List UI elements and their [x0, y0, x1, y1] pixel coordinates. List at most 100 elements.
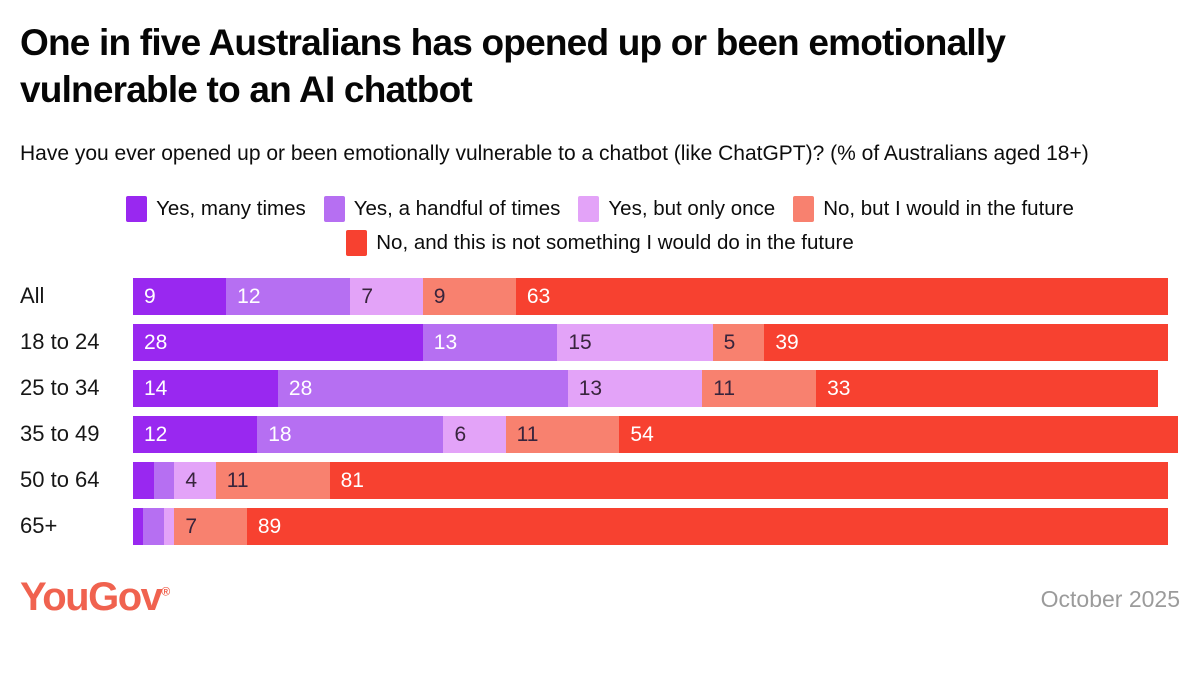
- bar-value: 12: [237, 284, 261, 308]
- bar-value: 7: [185, 514, 198, 538]
- chart-row: 18 to 24 28 13 15 5 39: [20, 323, 1180, 361]
- bar-track: 12 18 6 11 54: [133, 415, 1179, 453]
- bar-value: 14: [144, 376, 168, 400]
- legend-swatch-icon: [346, 229, 368, 256]
- legend-item: Yes, but only once: [578, 195, 776, 222]
- bar-segment: 6: [443, 415, 506, 453]
- bar-segment: 63: [515, 277, 1168, 315]
- bar-value: 11: [226, 468, 249, 492]
- legend-label: No, but I would in the future: [823, 196, 1074, 220]
- bar-segment: 12: [226, 277, 351, 315]
- bar-segment: 54: [619, 415, 1179, 453]
- row-label: 35 to 49: [20, 421, 100, 447]
- bar-track: 28 13 15 5 39: [133, 323, 1168, 361]
- bar-value: 13: [578, 376, 603, 400]
- bar-segment: 81: [329, 461, 1168, 499]
- bar-value: 28: [288, 376, 313, 400]
- bar-value: 5: [723, 330, 736, 354]
- chart-footer: YouGov® October 2025: [20, 577, 1180, 617]
- bar-segment: 13: [422, 323, 558, 361]
- bar-segment: 13: [567, 369, 703, 407]
- bar-value: 54: [630, 422, 654, 446]
- legend-label: Yes, but only once: [608, 196, 776, 220]
- chart-row: 25 to 34 14 28 13 11 33: [20, 369, 1180, 407]
- stacked-bar-chart: All 9 12 7 9 63 18 to 24 28 13 15 5 39 25 to 34 14 28 1…: [20, 277, 1180, 545]
- bar-value: 28: [144, 330, 168, 354]
- legend-item: No, and this is not something I would do…: [346, 229, 854, 256]
- legend-line: No, and this is not something I would do…: [20, 229, 1180, 256]
- bar-segment: 28: [133, 323, 423, 361]
- bar-segment: [153, 461, 175, 499]
- legend-swatch-icon: [126, 195, 148, 222]
- bar-track: 9 12 7 9 63: [133, 277, 1168, 315]
- bar-value: 13: [433, 330, 458, 354]
- bar-segment: 89: [246, 507, 1168, 545]
- bar-value: 39: [775, 330, 799, 354]
- bar-segment: 15: [557, 323, 713, 361]
- legend: Yes, many times Yes, a handful of times Ye…: [20, 195, 1180, 256]
- page-title: One in five Australians has opened up or…: [20, 22, 1006, 110]
- bar-segment: 18: [257, 415, 444, 453]
- bar-segment: [164, 507, 175, 545]
- bar-value: 9: [144, 284, 156, 308]
- row-label: 18 to 24: [20, 329, 100, 355]
- bar-segment: 7: [174, 507, 247, 545]
- legend-swatch-icon: [793, 195, 815, 222]
- bar-segment: 14: [133, 369, 278, 407]
- bar-segment: 11: [215, 461, 330, 499]
- bar-track: 7 89: [133, 507, 1168, 545]
- bar-track: 4 11 81: [133, 461, 1168, 499]
- chart-row: 50 to 64 4 11 81: [20, 461, 1180, 499]
- legend-item: Yes, many times: [126, 195, 306, 222]
- bar-segment: 7: [350, 277, 423, 315]
- bar-track: 14 28 13 11 33: [133, 369, 1168, 407]
- bar-value: 15: [568, 330, 592, 354]
- bar-value: 7: [361, 284, 374, 308]
- legend-label: Yes, a handful of times: [353, 196, 561, 220]
- bar-segment: 12: [133, 415, 258, 453]
- legend-item: Yes, a handful of times: [323, 195, 561, 222]
- legend-label: No, and this is not something I would do…: [376, 230, 854, 254]
- chart-subtitle: Have you ever opened up or been emotiona…: [20, 142, 1089, 166]
- bar-value: 89: [257, 514, 282, 538]
- bar-segment: 39: [764, 323, 1168, 361]
- chart-row: 65+ 7 89: [20, 507, 1180, 545]
- bar-segment: 28: [277, 369, 568, 407]
- bar-segment: 5: [712, 323, 765, 361]
- bar-value: 9: [433, 284, 446, 308]
- bar-segment: 4: [174, 461, 216, 499]
- bar-segment: [133, 461, 154, 499]
- yougov-logo-text: YouGov: [20, 574, 163, 619]
- bar-value: 11: [713, 376, 736, 400]
- legend-swatch-icon: [578, 195, 600, 222]
- row-label: 50 to 64: [20, 467, 100, 493]
- legend-item: No, but I would in the future: [793, 195, 1074, 222]
- bar-value: 81: [340, 468, 364, 492]
- bar-value: 4: [185, 468, 198, 492]
- row-label: 25 to 34: [20, 375, 100, 401]
- bar-value: 11: [516, 422, 539, 446]
- bar-segment: 9: [133, 277, 227, 315]
- bar-segment: 11: [702, 369, 817, 407]
- chart-row: 35 to 49 12 18 6 11 54: [20, 415, 1180, 453]
- bar-value: 6: [454, 422, 467, 446]
- bar-value: 18: [268, 422, 292, 446]
- row-label: All: [20, 283, 45, 309]
- bar-value: 63: [526, 284, 551, 308]
- chart-date: October 2025: [1040, 585, 1180, 612]
- bar-value: 12: [144, 422, 168, 446]
- legend-swatch-icon: [323, 195, 345, 222]
- bar-segment: [133, 507, 144, 545]
- bar-segment: 9: [422, 277, 516, 315]
- bar-segment: 11: [505, 415, 620, 453]
- legend-line: Yes, many times Yes, a handful of times Ye…: [20, 195, 1180, 222]
- bar-value: 33: [827, 376, 851, 400]
- registered-trademark-icon: ®: [161, 584, 171, 599]
- bar-segment: 33: [816, 369, 1158, 407]
- bar-segment: [143, 507, 165, 545]
- row-label: 65+: [20, 513, 58, 539]
- yougov-logo: YouGov®: [20, 577, 170, 617]
- legend-label: Yes, many times: [156, 196, 306, 220]
- chart-row: All 9 12 7 9 63: [20, 277, 1180, 315]
